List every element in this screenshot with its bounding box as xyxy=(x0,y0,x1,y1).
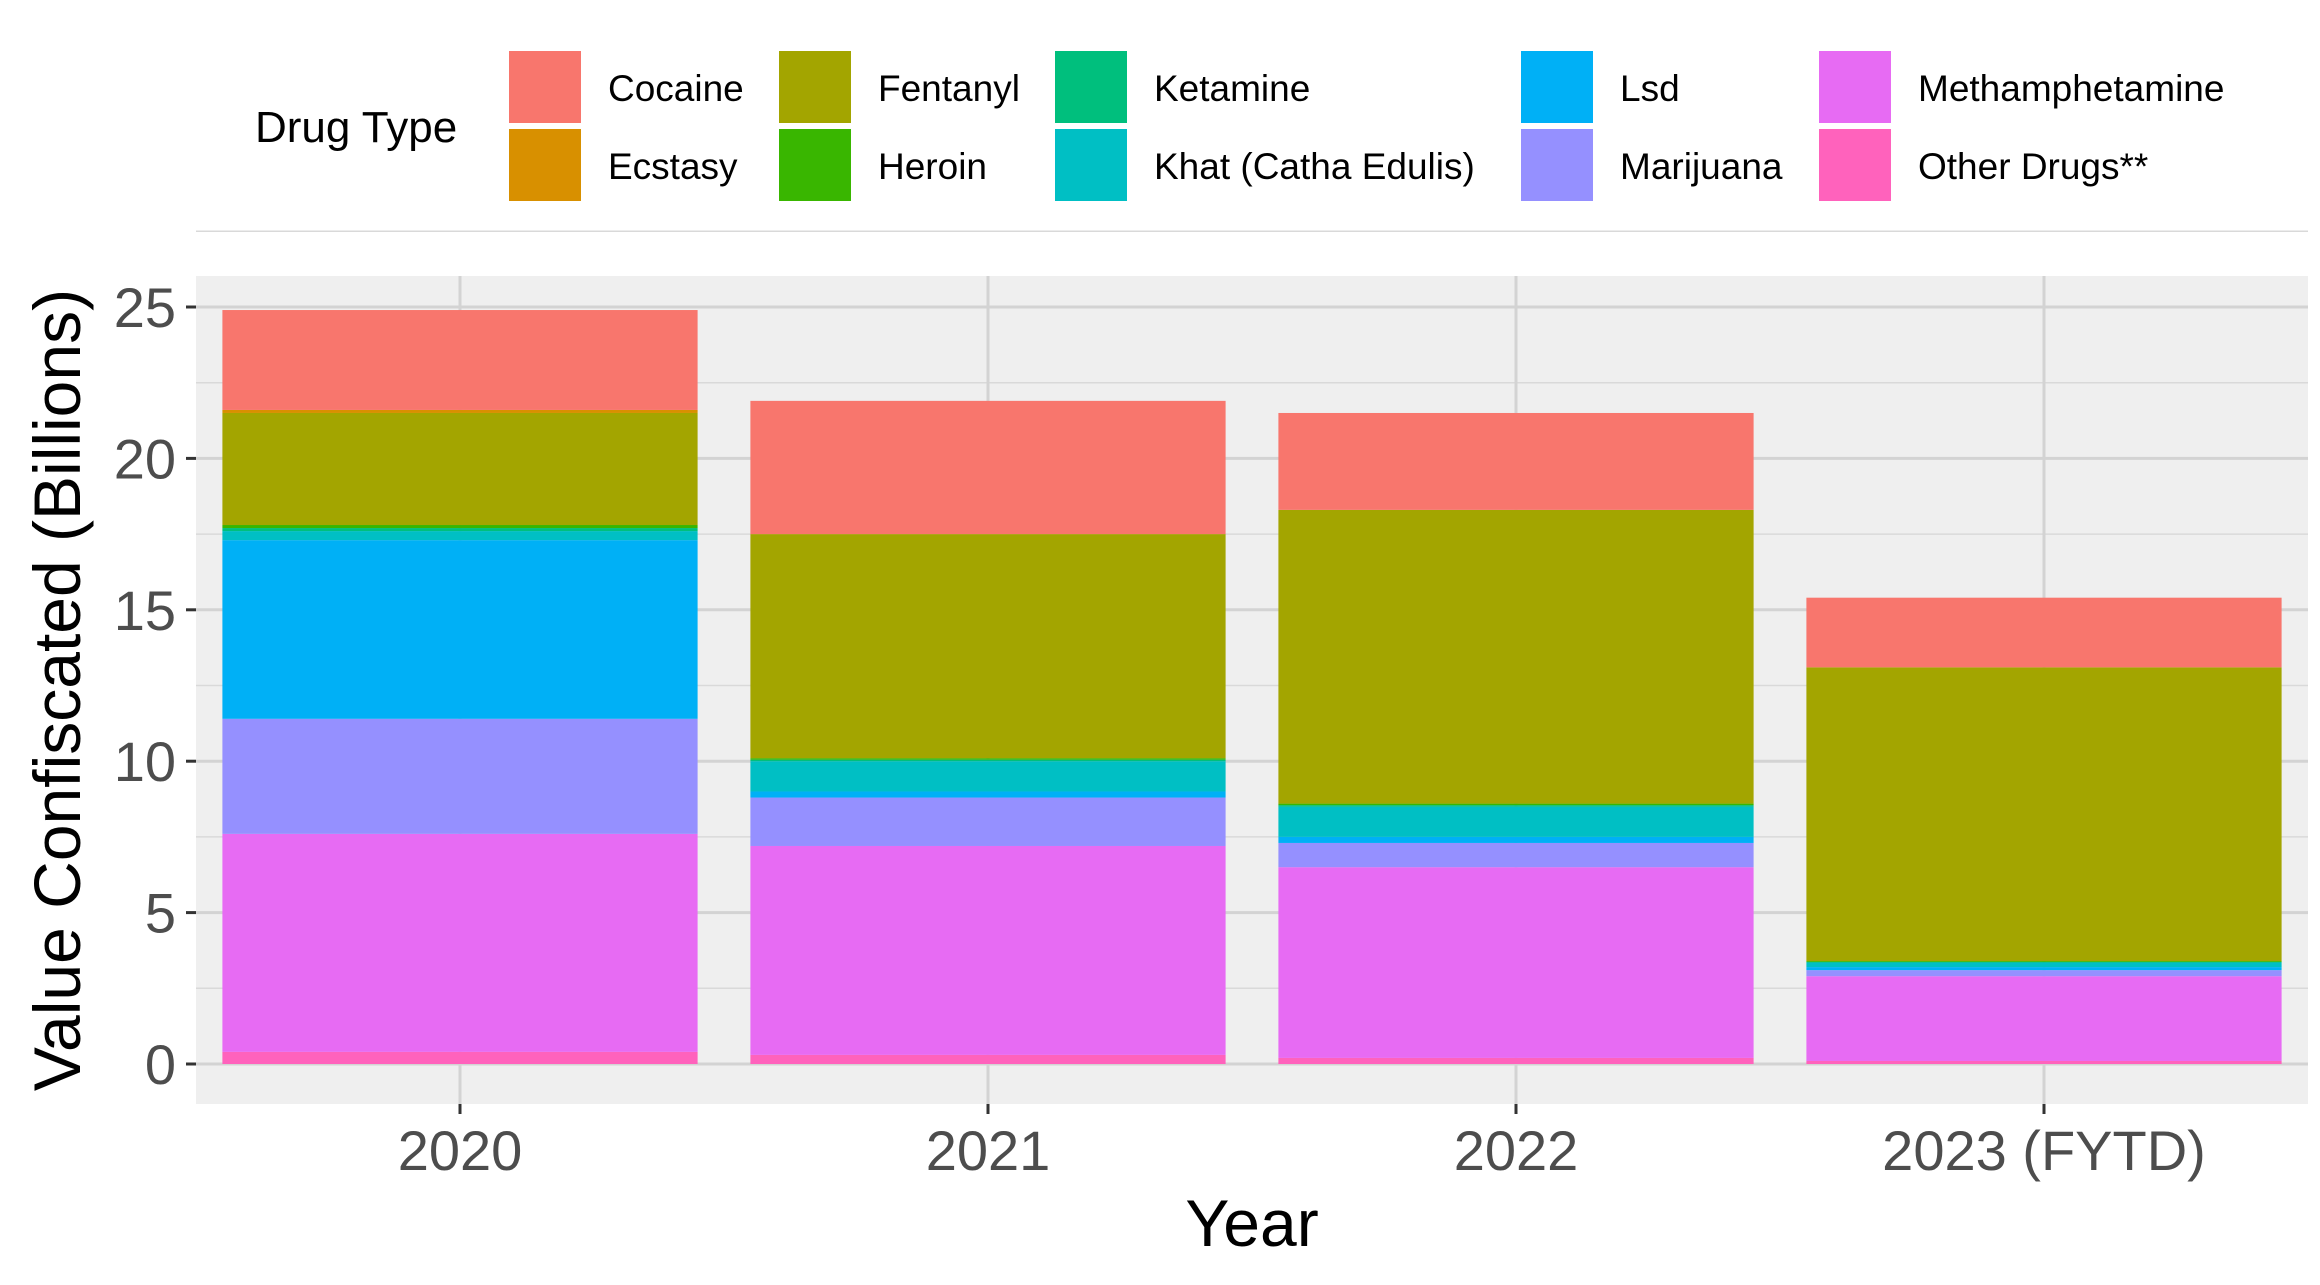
bar-segment-lsd xyxy=(222,540,698,719)
bar-segment-fentanyl xyxy=(750,534,1226,759)
bars xyxy=(222,310,2282,1064)
bar-segment-other-drugs xyxy=(750,1054,1226,1064)
y-tick-label: 15 xyxy=(114,579,176,642)
legend-label-marijuana: Marijuana xyxy=(1620,146,1783,187)
legend-label-ketamine: Ketamine xyxy=(1154,68,1310,109)
bar-segment-marijuana xyxy=(750,797,1226,846)
bar-segment-fentanyl xyxy=(222,412,698,526)
x-axis-title: Year xyxy=(1185,1186,1318,1260)
bar-segment-heroin xyxy=(222,525,698,529)
bar-segment-khat-catha-edulis xyxy=(222,531,698,541)
bar-segment-methamphetamine xyxy=(222,833,698,1052)
x-tick-label: 2021 xyxy=(926,1119,1051,1182)
bar-segment-other-drugs xyxy=(222,1051,698,1064)
bar-segment-cocaine xyxy=(222,310,698,410)
bar-stack-2020 xyxy=(222,310,698,1064)
bar-segment-heroin xyxy=(1806,961,2282,962)
x-tick-label: 2020 xyxy=(398,1119,523,1182)
legend-key-ecstasy xyxy=(507,127,583,203)
bar-segment-lsd xyxy=(1806,967,2282,971)
legend-item-heroin: Heroin xyxy=(777,127,987,203)
bar-segment-cocaine xyxy=(1278,412,1754,510)
y-axis-title: Value Confiscated (Billions) xyxy=(20,289,94,1091)
bar-segment-methamphetamine xyxy=(750,845,1226,1055)
y-tick-label: 25 xyxy=(114,276,176,339)
legend-label-fentanyl: Fentanyl xyxy=(878,68,1020,109)
bar-segment-khat-catha-edulis xyxy=(750,761,1226,792)
y-tick-label: 20 xyxy=(114,427,176,490)
legend-key-lsd xyxy=(1519,49,1595,125)
legend-key-fentanyl xyxy=(777,49,853,125)
y-tick-label: 5 xyxy=(145,882,176,945)
bar-segment-marijuana xyxy=(1278,842,1754,868)
legend-label-lsd: Lsd xyxy=(1620,68,1680,109)
legend-title: Drug Type xyxy=(255,103,457,152)
legend-key-heroin xyxy=(777,127,853,203)
bar-segment-fentanyl xyxy=(1278,509,1754,804)
bar-segment-methamphetamine xyxy=(1806,976,2282,1061)
bar-stack-2022 xyxy=(1278,412,1754,1064)
legend-item-lsd: Lsd xyxy=(1519,49,1680,125)
bar-segment-fentanyl xyxy=(1806,667,2282,962)
bar-stack-2021 xyxy=(750,400,1226,1064)
legend-key-other-drugs xyxy=(1817,127,1893,203)
legend-item-marijuana: Marijuana xyxy=(1519,127,1783,203)
y-tick-label: 10 xyxy=(114,730,176,793)
legend-item-khat-catha-edulis: Khat (Catha Edulis) xyxy=(1053,127,1475,203)
bar-segment-methamphetamine xyxy=(1278,867,1754,1058)
bar-segment-cocaine xyxy=(1806,597,2282,668)
bar-segment-khat-catha-edulis xyxy=(1278,806,1754,837)
legend-label-other-drugs: Other Drugs** xyxy=(1918,146,2148,187)
bar-segment-marijuana xyxy=(222,718,698,834)
bar-segment-cocaine xyxy=(750,400,1226,535)
legend-key-cocaine xyxy=(507,49,583,125)
bar-segment-lsd xyxy=(750,791,1226,798)
legend-key-marijuana xyxy=(1519,127,1595,203)
bar-segment-ketamine xyxy=(1806,961,2282,963)
bar-segment-marijuana xyxy=(1806,970,2282,977)
bar-segment-ecstasy xyxy=(222,409,698,413)
legend-key-khat-catha-edulis xyxy=(1053,127,1129,203)
bar-segment-other-drugs xyxy=(1278,1057,1754,1064)
bar-segment-khat-catha-edulis xyxy=(1806,962,2282,968)
bar-segment-heroin xyxy=(1278,803,1754,806)
legend-item-fentanyl: Fentanyl xyxy=(777,49,1020,125)
bar-segment-ketamine xyxy=(222,528,698,532)
legend-label-heroin: Heroin xyxy=(878,146,987,187)
bar-stack-2023-fytd xyxy=(1806,597,2282,1064)
legend-key-methamphetamine xyxy=(1817,49,1893,125)
legend-label-cocaine: Cocaine xyxy=(608,68,744,109)
legend-label-ecstasy: Ecstasy xyxy=(608,146,738,187)
x-tick-label: 2022 xyxy=(1454,1119,1579,1182)
legend-item-cocaine: Cocaine xyxy=(507,49,744,125)
bar-segment-ketamine xyxy=(750,759,1226,762)
axes: Year Value Confiscated (Billions) 0 5 10 15… xyxy=(20,276,2206,1260)
x-tick-label: 2023 (FYTD) xyxy=(1882,1119,2206,1182)
legend-item-other-drugs: Other Drugs** xyxy=(1817,127,2148,203)
legend-label-methamphetamine: Methamphetamine xyxy=(1918,68,2224,109)
bar-segment-heroin xyxy=(750,758,1226,760)
legend-label-khat-catha-edulis: Khat (Catha Edulis) xyxy=(1154,146,1475,187)
legend: Drug Type Cocaine Ecstasy Fentanyl Heroin Ke… xyxy=(255,49,2224,203)
legend-item-ecstasy: Ecstasy xyxy=(507,127,738,203)
legend-key-ketamine xyxy=(1053,49,1129,125)
legend-item-methamphetamine: Methamphetamine xyxy=(1817,49,2224,125)
bar-segment-other-drugs xyxy=(1806,1060,2282,1064)
legend-item-ketamine: Ketamine xyxy=(1053,49,1310,125)
y-tick-label: 0 xyxy=(145,1033,176,1096)
bar-segment-ketamine xyxy=(1278,805,1754,807)
bar-segment-lsd xyxy=(1278,836,1754,843)
